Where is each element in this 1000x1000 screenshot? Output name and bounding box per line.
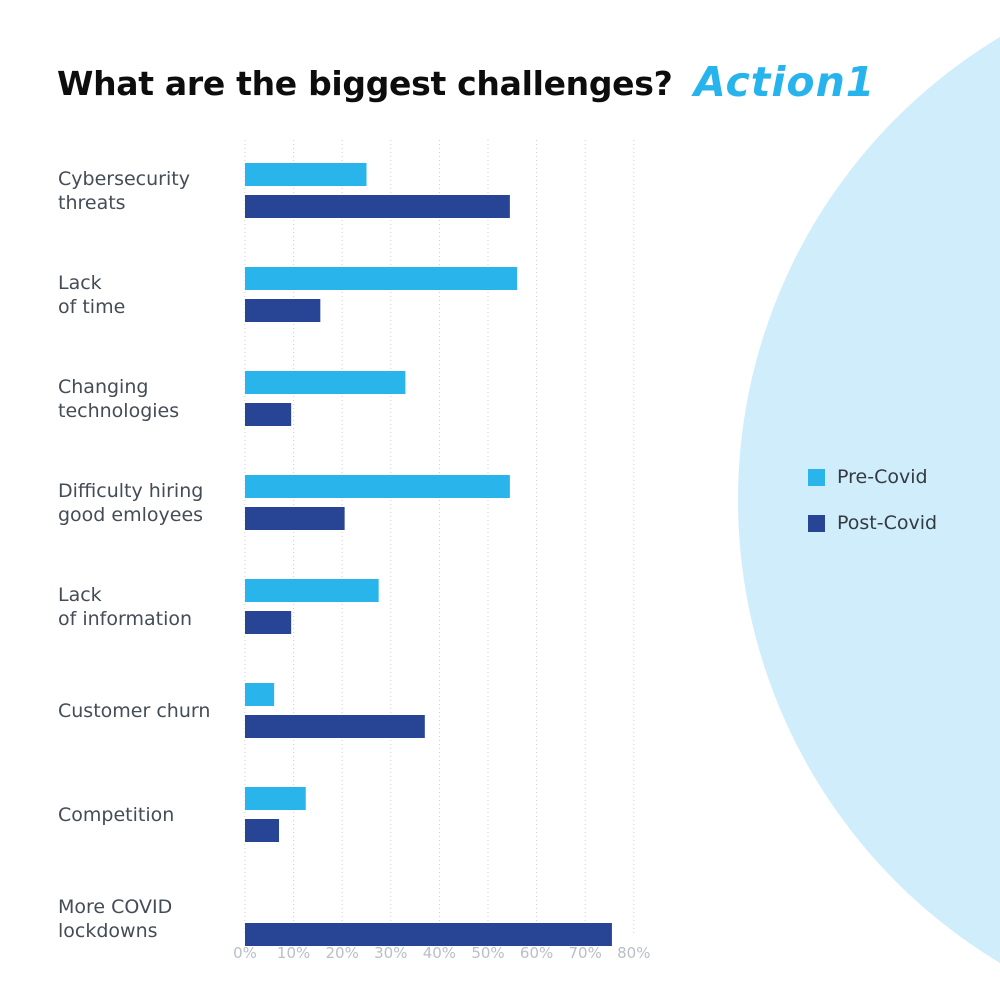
x-axis-ticks: 0% 10% 20% 30% 40% 50% 60% 70% 80% [233, 944, 650, 962]
bar-post-covid [245, 611, 292, 634]
x-tick-label: 30% [374, 944, 407, 962]
category-label: Difficulty hiring good emloyees [58, 479, 204, 526]
category-label: Customer churn [58, 699, 211, 722]
x-tick-label: 40% [423, 944, 456, 962]
bar-post-covid [245, 403, 292, 426]
bar-pre-covid [245, 475, 510, 498]
x-tick-label: 0% [233, 944, 257, 962]
category-label: More COVID lockdowns [58, 895, 173, 942]
category-label: Lack of information [58, 583, 193, 630]
legend-swatch-post-covid [808, 514, 825, 532]
bar-pre-covid [245, 683, 275, 706]
bar-pre-covid [245, 267, 518, 290]
bar-post-covid [245, 819, 280, 842]
bar-post-covid [245, 507, 345, 530]
category-label: Cybersecurity threats [58, 167, 190, 214]
legend-label-pre-covid: Pre-Covid [837, 466, 928, 488]
bar-post-covid [245, 715, 425, 738]
x-tick-label: 50% [471, 944, 504, 962]
bar-post-covid [245, 299, 321, 322]
legend-swatch-pre-covid [808, 468, 825, 486]
x-tick-label: 80% [617, 944, 650, 962]
x-tick-label: 70% [569, 944, 602, 962]
bar-post-covid [245, 923, 612, 946]
legend-label-post-covid: Post-Covid [837, 512, 938, 534]
bar-pre-covid [245, 163, 367, 186]
x-tick-label: 10% [277, 944, 310, 962]
category-label: Competition [58, 803, 175, 826]
bar-pre-covid [245, 787, 306, 810]
bar-pre-covid [245, 579, 379, 602]
brand-logo: Action1 [694, 58, 876, 106]
legend-item-pre-covid: Pre-Covid [808, 465, 937, 489]
bar-post-covid [245, 195, 510, 218]
x-tick-label: 20% [326, 944, 359, 962]
legend: Pre-Covid Post-Covid [808, 465, 937, 557]
category-label: Changing technologies [58, 375, 180, 422]
legend-item-post-covid: Post-Covid [808, 511, 937, 535]
bars [245, 163, 612, 946]
chart-title: What are the biggest challenges? [57, 64, 673, 103]
x-tick-label: 60% [520, 944, 553, 962]
category-label: Lack of time [58, 271, 126, 318]
grid-lines [244, 140, 635, 935]
bar-pre-covid [245, 371, 406, 394]
